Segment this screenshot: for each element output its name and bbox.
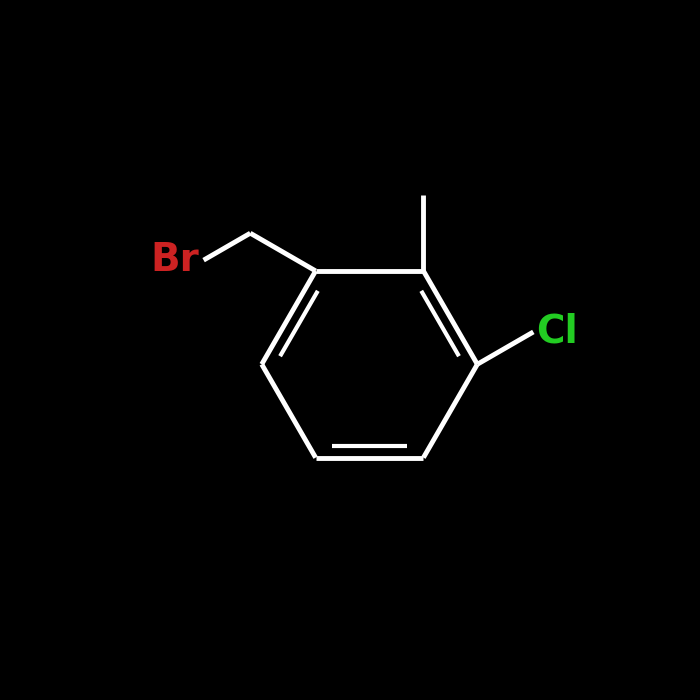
Text: Br: Br [150,241,200,279]
Text: Cl: Cl [536,313,578,351]
